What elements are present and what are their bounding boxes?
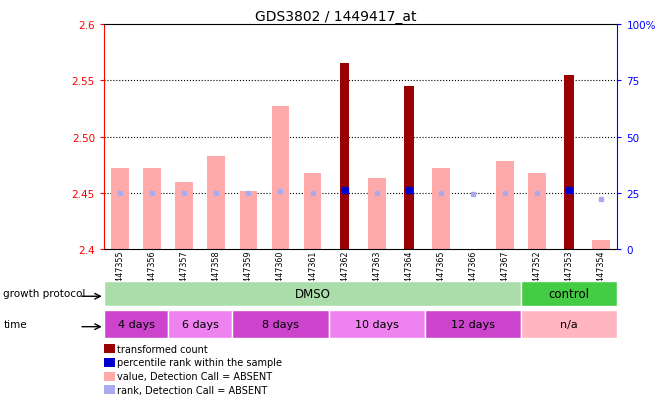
Text: GSM447362: GSM447362 [340,250,349,298]
Text: time: time [3,319,27,329]
Bar [425,310,521,338]
Text: GSM447355: GSM447355 [115,250,125,299]
Bar [175,183,193,250]
Bar [104,310,168,338]
Text: value, Detection Call = ABSENT: value, Detection Call = ABSENT [117,371,272,381]
Text: growth protocol: growth protocol [3,289,86,299]
Bar [564,76,574,250]
Bar [432,169,450,250]
Bar [592,241,610,250]
Bar [144,169,161,250]
Text: 4 days: 4 days [117,319,154,329]
Text: GSM447359: GSM447359 [244,250,253,299]
Text: GSM447363: GSM447363 [372,250,381,298]
Bar [104,281,521,306]
Bar [521,281,617,306]
Text: GSM447356: GSM447356 [148,250,156,298]
Text: DMSO: DMSO [295,287,331,300]
Text: 12 days: 12 days [451,319,495,329]
Text: GSM447361: GSM447361 [308,250,317,298]
Bar [207,157,225,250]
Bar [232,310,329,338]
Bar [329,310,425,338]
Bar [340,64,350,250]
Bar [521,310,617,338]
Text: GSM447364: GSM447364 [405,250,413,298]
Bar [404,87,413,250]
Text: GSM447354: GSM447354 [597,250,606,298]
Text: 8 days: 8 days [262,319,299,329]
Bar [497,162,514,250]
Text: GSM447366: GSM447366 [468,250,478,298]
Text: GSM447367: GSM447367 [501,250,509,298]
Text: GSM447357: GSM447357 [180,250,189,299]
Bar [304,173,321,250]
Text: GSM447358: GSM447358 [212,250,221,298]
Bar [368,179,386,250]
Text: GDS3802 / 1449417_at: GDS3802 / 1449417_at [255,10,416,24]
Text: n/a: n/a [560,319,578,329]
Text: control: control [549,287,590,300]
Bar [240,191,257,250]
Text: GSM447360: GSM447360 [276,250,285,298]
Bar [111,169,129,250]
Text: 6 days: 6 days [182,319,219,329]
Text: 10 days: 10 days [355,319,399,329]
Text: rank, Detection Call = ABSENT: rank, Detection Call = ABSENT [117,385,268,395]
Text: GSM447353: GSM447353 [565,250,574,298]
Text: GSM447365: GSM447365 [436,250,446,298]
Bar [168,310,232,338]
Bar [528,173,546,250]
Bar [272,107,289,250]
Text: GSM447352: GSM447352 [533,250,541,299]
Text: transformed count: transformed count [117,344,208,354]
Text: percentile rank within the sample: percentile rank within the sample [117,358,282,368]
